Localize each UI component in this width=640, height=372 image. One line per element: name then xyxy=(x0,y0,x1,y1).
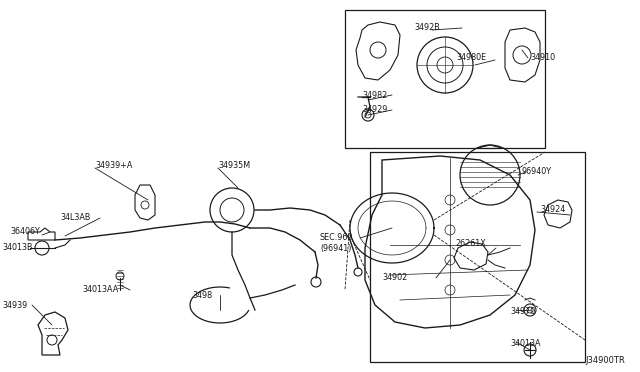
Text: 34924: 34924 xyxy=(540,205,565,215)
Text: 34013A: 34013A xyxy=(510,340,541,349)
Text: 34013AA: 34013AA xyxy=(82,285,118,295)
Text: 34939+A: 34939+A xyxy=(95,160,132,170)
Text: 34970: 34970 xyxy=(510,308,535,317)
Text: 26261X: 26261X xyxy=(455,240,486,248)
Text: 3492B: 3492B xyxy=(414,23,440,32)
Text: 3498: 3498 xyxy=(192,291,212,299)
Text: 34935M: 34935M xyxy=(218,160,250,170)
Text: 34L3AB: 34L3AB xyxy=(60,214,90,222)
Text: J34900TR: J34900TR xyxy=(585,356,625,365)
Text: 34929: 34929 xyxy=(362,106,387,115)
Text: 34910: 34910 xyxy=(530,54,555,62)
Text: SEC.969: SEC.969 xyxy=(320,234,353,243)
Text: 34902: 34902 xyxy=(382,273,407,282)
Text: 34013B: 34013B xyxy=(2,244,33,253)
Text: 96940Y: 96940Y xyxy=(522,167,552,176)
Text: 34980E: 34980E xyxy=(456,54,486,62)
Text: 34982: 34982 xyxy=(362,90,387,99)
Bar xyxy=(345,10,545,148)
Text: (96941): (96941) xyxy=(320,244,351,253)
Text: 34939: 34939 xyxy=(2,301,28,310)
Bar xyxy=(370,152,585,362)
Text: 36406Y: 36406Y xyxy=(10,228,40,237)
